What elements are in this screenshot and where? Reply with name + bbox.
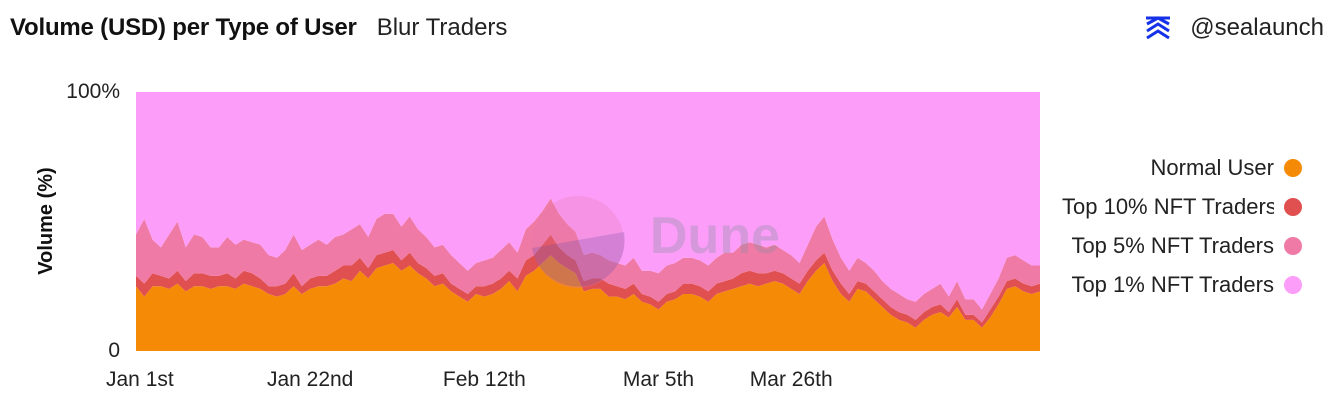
chart-title: Volume (USD) per Type of User [10, 14, 357, 41]
legend-label: Top 5% NFT Traders [1071, 232, 1274, 258]
legend-swatch-icon [1284, 158, 1302, 177]
legend-item[interactable]: Top 5% NFT Traders [1058, 226, 1302, 265]
legend-label: Top 1% NFT Traders [1071, 271, 1274, 297]
brand[interactable]: @sealaunch [1144, 14, 1324, 42]
chart-header: Volume (USD) per Type of User Blur Trade… [10, 14, 507, 48]
legend-item[interactable]: Normal User [1058, 148, 1302, 187]
chart-areas [136, 92, 1040, 351]
area-series-3[interactable] [136, 198, 1040, 323]
legend-label: Top 10% NFT Traders [1062, 193, 1274, 219]
chart-axes: 100% 0 Jan 1st Jan 22nd Feb 12th Mar 5th Mar 2… [35, 80, 833, 391]
chart-legend: Normal User Top 10% NFT Traders Top 5% NFT… [1058, 148, 1302, 304]
legend-swatch-icon [1284, 197, 1302, 216]
legend-label: Normal User [1150, 154, 1274, 180]
x-tick-label: Jan 22nd [267, 368, 353, 391]
legend-item[interactable]: Top 1% NFT Traders [1058, 265, 1302, 304]
area-series-2[interactable] [136, 234, 1040, 328]
legend-swatch-icon [1284, 275, 1302, 294]
legend-item[interactable]: Top 10% NFT Traders [1058, 187, 1302, 226]
y-tick-bottom: 0 [108, 339, 120, 362]
x-tick-label: Mar 26th [750, 368, 833, 391]
y-tick-top: 100% [66, 80, 120, 103]
brand-handle[interactable]: @sealaunch [1190, 14, 1324, 41]
y-axis-label: Volume (%) [35, 167, 57, 274]
area-series-1[interactable] [136, 255, 1040, 351]
sealaunch-logo-icon [1146, 16, 1171, 40]
chart-subtitle: Blur Traders [376, 14, 508, 41]
x-tick-label: Mar 5th [623, 368, 694, 391]
area-series-4[interactable] [136, 92, 1040, 310]
legend-swatch-icon [1284, 236, 1302, 255]
x-tick-label: Jan 1st [106, 368, 174, 391]
x-tick-label: Feb 12th [443, 368, 526, 391]
